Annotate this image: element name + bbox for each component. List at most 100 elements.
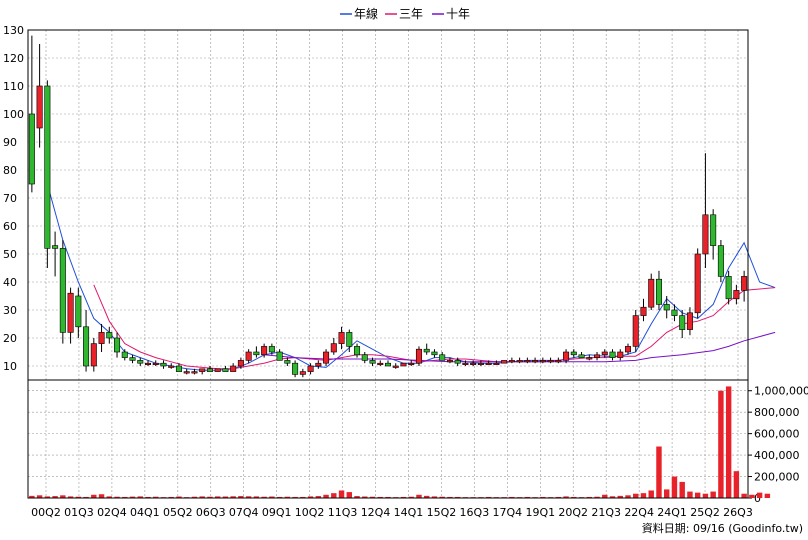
candle-body	[655, 278, 662, 305]
volume-bar	[648, 490, 654, 498]
volume-bar	[679, 481, 685, 498]
volume-bar	[168, 496, 174, 498]
candle-body	[237, 360, 244, 367]
volume-bar	[377, 496, 383, 498]
x-tick-label: 12Q4	[361, 506, 391, 519]
candle-body	[206, 368, 213, 372]
volume-bar	[563, 496, 569, 498]
x-tick-label: 10Q2	[295, 506, 325, 519]
volume-bar	[98, 494, 105, 498]
volume-bar	[292, 496, 298, 498]
candle-body	[415, 348, 422, 364]
volume-bar	[67, 496, 74, 498]
x-tick-label: 11Q3	[328, 506, 358, 519]
candle-body	[384, 362, 392, 367]
candle-body	[439, 354, 446, 361]
volume-bar	[114, 496, 120, 498]
candlesticks	[28, 35, 748, 378]
volume-bars	[29, 386, 771, 498]
volume-bar	[369, 496, 376, 498]
x-tick-label: 21Q3	[591, 506, 621, 519]
candle-body	[679, 315, 686, 330]
price-tick-label: 130	[3, 24, 24, 37]
series-line-1	[46, 183, 776, 371]
candle-body	[183, 371, 190, 374]
moving-average-lines	[46, 183, 776, 371]
candle-body	[485, 362, 492, 366]
candle-body	[609, 351, 616, 358]
x-tick-label: 19Q1	[525, 506, 555, 519]
volume-bar	[416, 494, 422, 498]
candle-body	[323, 351, 330, 364]
x-tick-label: 07Q4	[229, 506, 259, 519]
volume-bar	[749, 494, 755, 498]
candle-body	[493, 362, 500, 366]
candle-body	[114, 337, 121, 353]
candle-body	[454, 360, 461, 364]
chart-grid	[28, 29, 748, 499]
volume-bar	[122, 496, 128, 498]
volume-bar	[191, 496, 198, 498]
candle-body	[516, 360, 523, 363]
price-tick-label: 80	[3, 164, 17, 177]
volume-tick-label: 0	[754, 492, 761, 505]
volume-bar	[36, 495, 43, 498]
candle-body	[152, 362, 159, 366]
candle-body	[392, 365, 399, 368]
x-tick-label: 25Q2	[690, 506, 720, 519]
volume-tick-label: 400,000	[754, 449, 800, 462]
volume-bar	[44, 496, 51, 498]
legend-label: 年線	[354, 6, 378, 21]
candle-body	[555, 360, 562, 363]
volume-bar	[431, 496, 438, 498]
candle-body	[75, 295, 82, 328]
volume-bar	[571, 496, 577, 498]
candle-body	[98, 332, 105, 344]
volume-bar	[718, 390, 724, 498]
volume-bar	[694, 492, 701, 498]
candle-body	[121, 351, 128, 358]
volume-bar	[261, 496, 267, 498]
candle-body	[83, 326, 90, 367]
price-tick-label: 30	[3, 304, 17, 317]
volume-bar	[408, 496, 414, 498]
candle-body	[230, 365, 237, 372]
candle-body	[330, 343, 337, 353]
volume-bar	[656, 446, 662, 498]
volume-bar	[640, 493, 647, 498]
volume-bar	[91, 494, 97, 498]
volume-bar	[238, 496, 244, 498]
volume-bar	[300, 496, 306, 498]
volume-bar	[331, 493, 337, 498]
volume-bar	[540, 496, 546, 498]
candle-body	[191, 371, 198, 374]
volume-bar	[338, 490, 345, 498]
candle-body	[470, 362, 477, 366]
volume-bar	[400, 496, 407, 498]
candle-body	[717, 245, 724, 277]
volume-bar	[741, 493, 747, 498]
candle-body	[129, 357, 136, 361]
candle-body	[539, 360, 546, 363]
candle-body	[67, 292, 74, 333]
volume-bar	[253, 496, 260, 498]
price-tick-label: 70	[3, 192, 17, 205]
candle-body	[245, 351, 252, 361]
candle-body	[276, 351, 283, 361]
volume-bar	[671, 476, 678, 498]
volume-plot-frame	[27, 379, 749, 499]
candle-body	[354, 346, 361, 356]
candle-body	[59, 248, 66, 333]
x-tick-label: 05Q2	[163, 506, 193, 519]
volume-bar	[702, 493, 709, 498]
candle-body	[377, 362, 384, 366]
volume-bar	[214, 496, 221, 498]
candle-body	[648, 278, 655, 308]
candle-body	[586, 357, 593, 360]
volume-bar	[354, 496, 360, 498]
volume-bar	[362, 496, 368, 498]
candle-body	[346, 332, 353, 347]
candle-body	[90, 343, 97, 367]
volume-bar	[509, 496, 515, 498]
candle-body	[423, 348, 430, 353]
